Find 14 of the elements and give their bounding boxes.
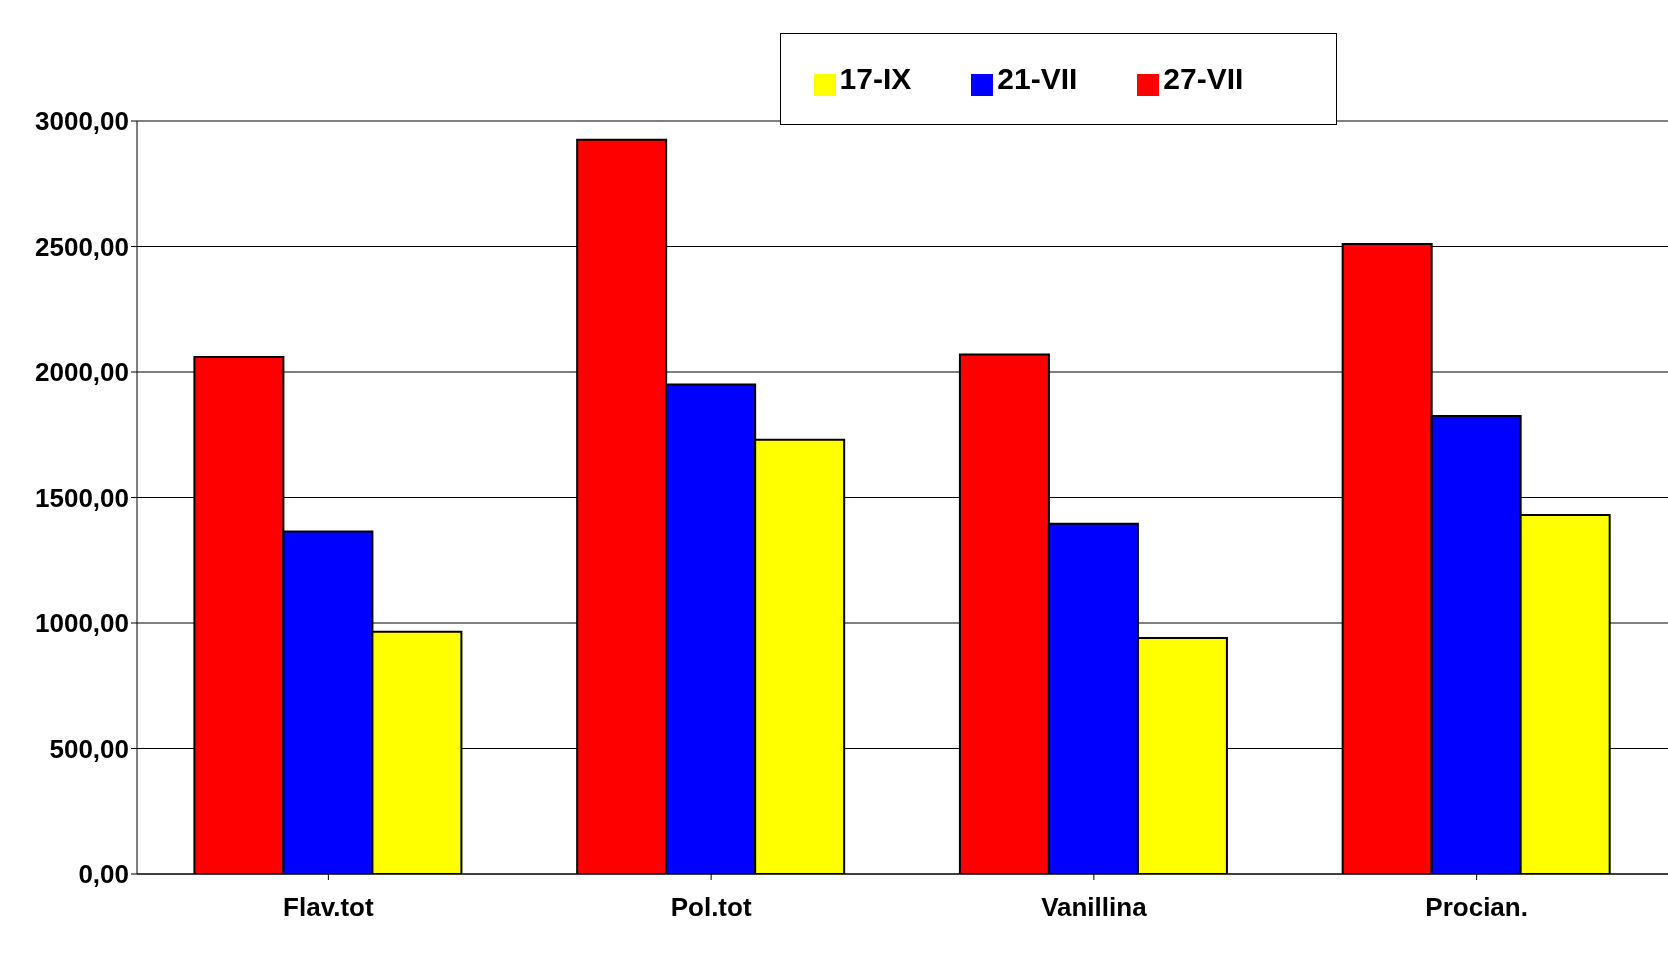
x-tick-label: Vanillina: [1041, 892, 1148, 923]
y-tick-label: 1500,00: [35, 482, 129, 513]
y-tick-label: 2000,00: [35, 357, 129, 388]
y-tick-label: 1000,00: [35, 608, 129, 639]
x-tick-label: Pol.tot: [670, 892, 752, 923]
x-tick-label: Flav.tot: [283, 892, 374, 923]
x-tick-label: Procian.: [1425, 892, 1528, 923]
y-tick-label: 3000,00: [35, 106, 129, 137]
legend-label: 21-VII: [997, 61, 1078, 95]
y-tick-label: 500,00: [49, 733, 129, 764]
y-tick-label: 0,00: [78, 859, 129, 890]
y-tick-label: 2500,00: [35, 231, 129, 262]
legend-label: 27-VII: [1163, 61, 1244, 95]
legend-label: 17-IX: [839, 61, 912, 95]
